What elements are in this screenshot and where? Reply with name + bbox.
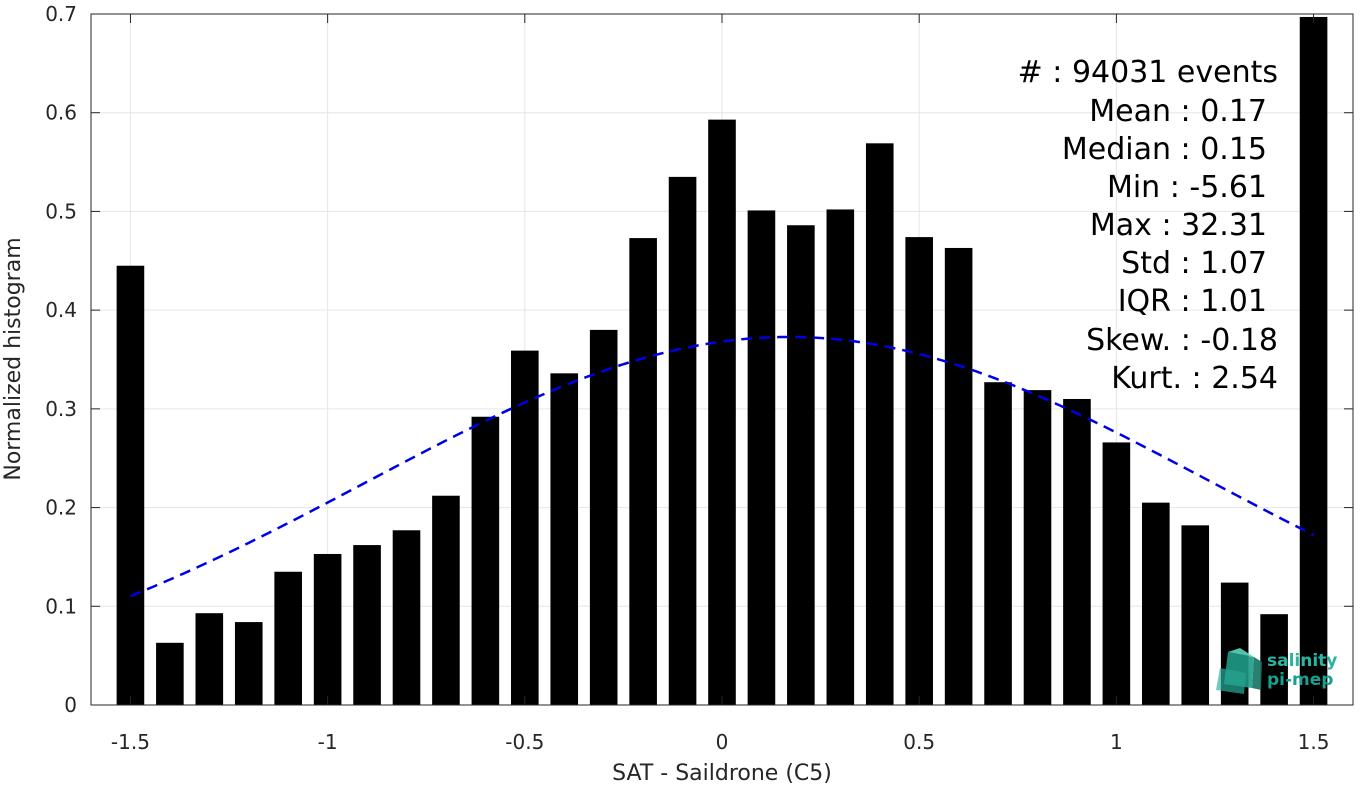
stats-line-std: Std : 1.07 — [1121, 246, 1267, 281]
histogram-bar — [116, 265, 145, 705]
statistics-annotation: # : 94031 events Mean : 0.17 Median : 0.… — [1018, 55, 1278, 396]
logo-text-line2: pi-mep — [1267, 670, 1333, 690]
y-tick-label: 0.4 — [45, 298, 77, 322]
salinity-pi-mep-logo: salinity pi-mep — [1216, 648, 1337, 694]
histogram-bar — [511, 350, 539, 705]
histogram-bar — [1023, 390, 1052, 705]
histogram-bar — [1260, 614, 1288, 705]
y-tick-label: 0.5 — [45, 199, 77, 223]
stats-line-count: # : 94031 events — [1018, 55, 1278, 90]
stats-line-min: Min : -5.61 — [1107, 170, 1267, 205]
x-tick-label: 0.5 — [903, 730, 935, 754]
histogram-bar — [1063, 398, 1091, 705]
y-axis-tick-labels: 0 0.1 0.2 0.3 0.4 0.5 0.6 0.7 — [45, 2, 77, 717]
y-tick-label: 0.2 — [45, 496, 77, 520]
y-axis-title: Normalized histogram — [1, 237, 26, 480]
axis-ticks — [91, 13, 1353, 706]
x-tick-label: 0 — [716, 730, 729, 754]
histogram-bar — [1181, 525, 1210, 705]
histogram-bar — [944, 247, 973, 705]
histogram-bar — [708, 119, 736, 706]
histogram-bar — [195, 613, 224, 705]
x-axis-tick-labels: -1.5 -1 -0.5 0 0.5 1 1.5 — [111, 730, 1330, 754]
histogram-bar — [629, 238, 657, 705]
histogram-bars — [116, 16, 1328, 706]
stats-line-skew: Skew. : -0.18 — [1086, 323, 1278, 358]
x-tick-label: 1.5 — [1298, 730, 1330, 754]
gaussian-fit-curve — [129, 335, 1315, 598]
histogram-bar — [156, 642, 184, 705]
x-tick-label: -1 — [318, 730, 338, 754]
stats-line-median: Median : 0.15 — [1062, 132, 1267, 167]
stats-line-kurt: Kurt. : 2.54 — [1111, 361, 1278, 396]
y-tick-label: 0.6 — [45, 101, 77, 125]
x-tick-label: 1 — [1110, 730, 1123, 754]
histogram-bar — [1142, 502, 1170, 705]
histogram-bar — [826, 209, 855, 705]
histogram-bar — [1102, 442, 1131, 705]
histogram-bar — [313, 553, 342, 705]
y-tick-label: 0 — [64, 693, 77, 717]
histogram-bar — [274, 571, 302, 705]
histogram-bar — [984, 382, 1012, 705]
histogram-bar — [550, 373, 579, 705]
histogram-bar — [905, 237, 933, 705]
histogram-bar — [668, 176, 697, 706]
histogram-bar — [432, 495, 460, 705]
histogram-bar — [747, 210, 776, 706]
histogram-bar — [787, 225, 815, 705]
x-tick-label: -1.5 — [111, 730, 150, 754]
y-tick-label: 0.7 — [45, 2, 77, 26]
histogram-bar — [234, 622, 263, 705]
stats-line-iqr: IQR : 1.01 — [1118, 284, 1267, 319]
x-axis-title: SAT - Saildrone (C5) — [612, 761, 832, 785]
histogram-bar — [865, 143, 894, 705]
histogram-bar — [1299, 16, 1328, 706]
logo-cube-icon — [1216, 648, 1262, 694]
stats-line-max: Max : 32.31 — [1090, 208, 1267, 243]
histogram-bar — [471, 416, 500, 705]
x-tick-label: -0.5 — [505, 730, 544, 754]
histogram-bar — [589, 329, 618, 705]
y-tick-label: 0.1 — [45, 594, 77, 618]
histogram-bar — [353, 545, 381, 705]
histogram-bar — [392, 530, 421, 705]
stats-line-mean: Mean : 0.17 — [1089, 94, 1267, 129]
logo-text-line1: salinity — [1267, 651, 1337, 671]
y-tick-label: 0.3 — [45, 397, 77, 421]
